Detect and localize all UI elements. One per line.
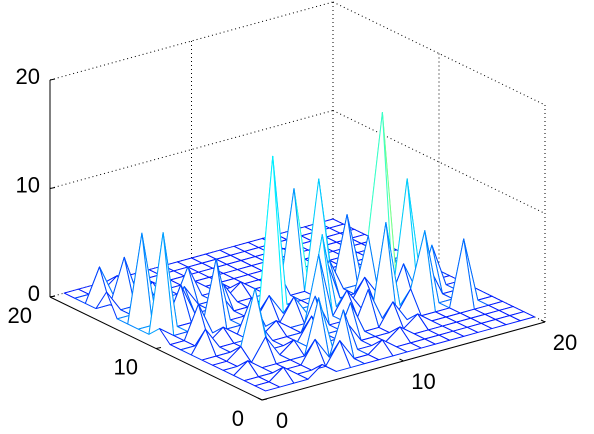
z-tick [49,78,56,81]
x-tick [540,319,546,323]
z-tick-label: 0 [28,281,40,306]
z-tick-label: 20 [16,64,40,89]
x-tick [257,397,263,401]
x-tick [399,358,404,362]
z-tick-label: 10 [16,172,40,197]
x-tick-label: 10 [411,369,435,394]
grid-line [49,110,334,189]
y-tick [261,398,268,401]
grid-line [332,110,546,214]
y-tick-label: 0 [232,406,244,431]
x-tick-label: 0 [276,408,288,433]
y-tick [155,347,162,349]
z-tick [49,187,56,189]
mesh-cell [254,381,281,392]
z-tick [49,295,56,298]
x-tick-label: 20 [553,330,577,355]
grid-line [49,1,334,81]
grid-line [332,1,546,106]
y-tick-label: 10 [114,354,138,379]
y-tick-label: 20 [8,303,32,328]
